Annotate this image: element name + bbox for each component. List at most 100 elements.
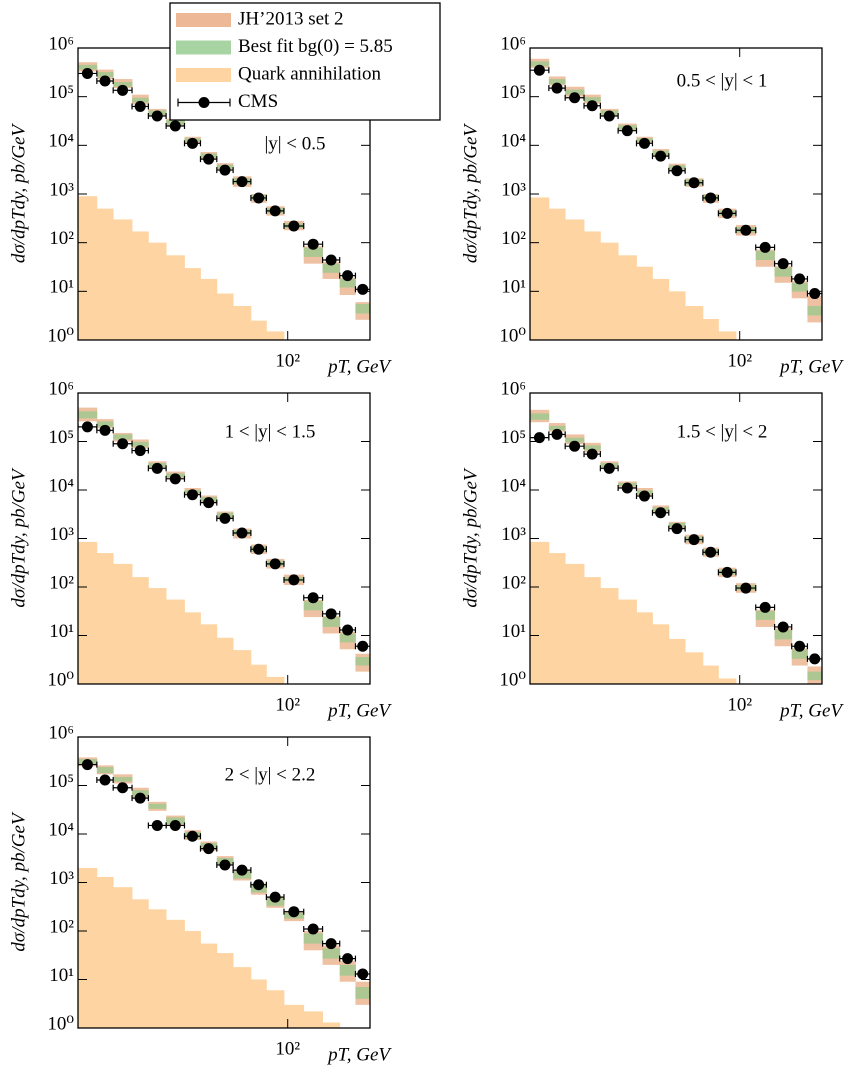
- data-point: [288, 574, 300, 586]
- theory-band: [303, 601, 323, 611]
- data-point: [569, 92, 581, 104]
- theory-band: [548, 79, 566, 85]
- y-tick-label: 10¹: [49, 965, 74, 986]
- theory-band: [113, 82, 133, 87]
- theory-band: [774, 267, 793, 277]
- data-point: [721, 566, 733, 578]
- data-point: [325, 608, 337, 620]
- y-tick-label: 10⁶: [500, 33, 526, 54]
- quark-bar: [78, 867, 98, 1028]
- quark-bar: [565, 219, 585, 340]
- quark-bar: [200, 943, 218, 1028]
- quark-bar: [96, 208, 114, 340]
- theory-band: [774, 629, 793, 640]
- data-point: [671, 165, 683, 177]
- quark-bar: [78, 196, 98, 340]
- quark-bar: [266, 990, 285, 1028]
- quark-bar: [78, 541, 98, 684]
- data-point: [307, 923, 319, 935]
- data-point: [219, 512, 231, 524]
- quark-bar: [636, 266, 653, 340]
- quark-bar: [132, 899, 149, 1028]
- theory-band: [807, 305, 822, 316]
- panel: 10⁰ 10¹ 10² 10³ 10⁴ 10⁵ 10⁶ 10² pT, GeV dσ/dpTdy,…: [460, 378, 844, 721]
- y-tick-label: 10⁶: [500, 378, 526, 399]
- quark-bar: [132, 231, 149, 340]
- y-tick-label: 10⁰: [47, 1013, 74, 1034]
- y-tick-label: 10⁴: [48, 819, 74, 840]
- data-point: [740, 224, 752, 236]
- y-tick-label: 10⁶: [48, 722, 74, 743]
- quark-bar: [718, 678, 737, 684]
- quark-bar: [166, 255, 185, 340]
- data-point: [151, 462, 163, 474]
- theory-band: [132, 97, 149, 103]
- quark-bar: [233, 305, 252, 340]
- quark-bar: [685, 652, 704, 684]
- theory-band: [322, 263, 341, 273]
- quark-bar: [530, 197, 550, 340]
- quark-bar: [216, 637, 234, 684]
- theory-band: [78, 64, 98, 70]
- x-tick-label: 10²: [275, 1038, 300, 1059]
- x-axis-label: pT, GeV: [326, 1044, 392, 1065]
- theory-band: [355, 303, 370, 314]
- y-tick-label: 10²: [49, 572, 74, 593]
- data-point: [809, 288, 821, 300]
- quark-bar: [166, 599, 185, 684]
- data-point: [186, 489, 198, 501]
- data-point: [688, 177, 700, 189]
- data-point: [236, 527, 248, 539]
- data-point: [269, 558, 281, 570]
- quark-bar: [113, 219, 133, 340]
- theory-band: [755, 250, 775, 261]
- data-point: [99, 774, 111, 786]
- quark-bar: [584, 231, 601, 340]
- data-point: [186, 830, 198, 842]
- theory-band: [807, 671, 822, 681]
- plot-area: [530, 409, 822, 684]
- panel-annotation: 2 < |y| < 2.2: [225, 764, 316, 785]
- legend-label: Quark annihilation: [238, 63, 381, 84]
- data-point: [186, 137, 198, 149]
- quark-bar: [233, 967, 252, 1028]
- quark-bar: [548, 208, 566, 340]
- x-tick-label: 10²: [727, 350, 752, 371]
- quark-bar: [148, 242, 167, 340]
- data-point: [759, 601, 771, 613]
- theory-band: [96, 767, 114, 774]
- y-tick-label: 10⁰: [499, 669, 526, 690]
- quark-bar: [530, 541, 550, 684]
- data-point: [551, 82, 563, 94]
- quark-bar: [636, 612, 653, 684]
- x-axis-label: pT, GeV: [778, 356, 844, 377]
- quark-bar: [685, 305, 704, 340]
- data-point: [117, 438, 129, 450]
- quark-bar: [216, 293, 234, 340]
- quark-bar: [584, 577, 601, 684]
- data-point: [288, 906, 300, 918]
- theory-band: [322, 617, 341, 627]
- legend-swatch: [198, 97, 210, 108]
- quark-bar: [216, 953, 234, 1028]
- theory-band: [565, 89, 585, 95]
- data-point: [705, 192, 717, 204]
- y-axis-label: dσ/dpTdy, pb/GeV: [460, 123, 481, 264]
- quark-bar: [652, 278, 670, 340]
- quark-bar: [548, 553, 566, 684]
- data-point: [253, 879, 265, 891]
- y-tick-label: 10⁵: [48, 82, 74, 103]
- data-point: [99, 75, 111, 87]
- y-tick-label: 10⁰: [47, 325, 74, 346]
- data-point: [169, 819, 181, 831]
- quark-bar: [702, 665, 719, 684]
- quark-bar: [266, 676, 285, 684]
- y-tick-label: 10¹: [501, 621, 526, 642]
- x-tick-label: 10²: [275, 694, 300, 715]
- quark-bar: [283, 1004, 305, 1028]
- y-tick-label: 10²: [49, 916, 74, 937]
- data-point: [759, 241, 771, 253]
- quark-bar: [166, 919, 185, 1028]
- legend-swatch: [176, 40, 231, 55]
- y-tick-label: 10⁵: [500, 427, 526, 448]
